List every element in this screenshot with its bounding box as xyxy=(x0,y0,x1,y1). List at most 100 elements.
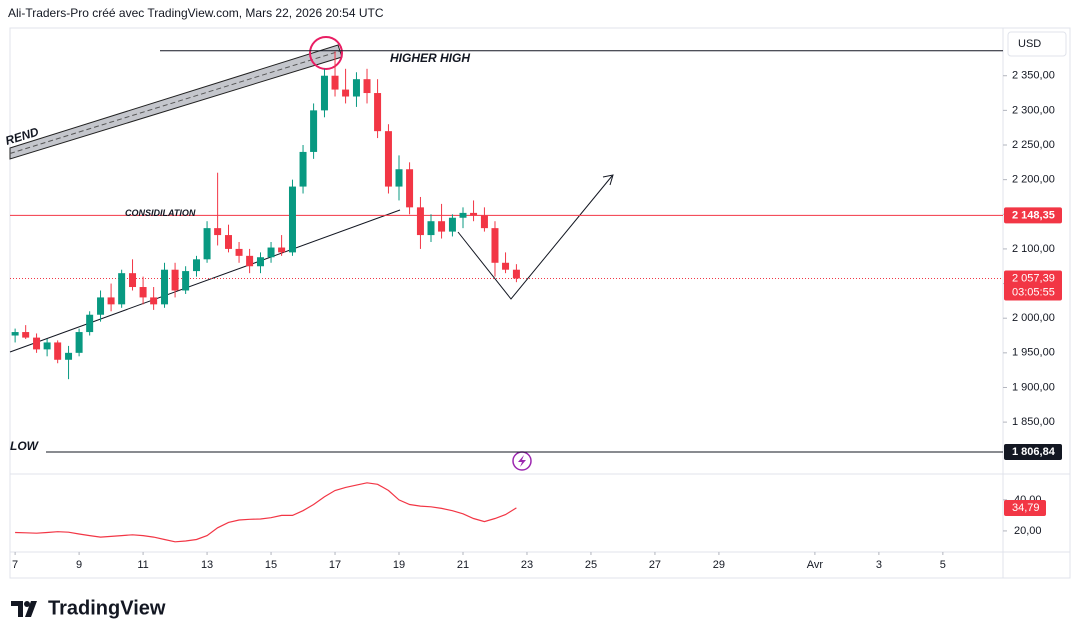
candle-body xyxy=(97,297,105,315)
candle-body xyxy=(406,169,414,208)
trend-line xyxy=(9,209,401,353)
y-tick-label: 1 900,00 xyxy=(1012,381,1055,393)
candle-body xyxy=(395,169,403,187)
candle-body xyxy=(448,217,456,232)
x-tick-label: 13 xyxy=(201,559,213,571)
y-tick-label: 2 000,00 xyxy=(1012,312,1055,324)
y-tick-label: 2 200,00 xyxy=(1012,174,1055,186)
candle-body xyxy=(352,79,360,97)
y-tick-label: 2 350,00 xyxy=(1012,70,1055,82)
frame xyxy=(9,27,1071,579)
y-tick-label: 2 300,00 xyxy=(1012,104,1055,116)
candle-body xyxy=(33,337,41,350)
candle-body xyxy=(214,228,222,236)
x-tick-label: 7 xyxy=(12,559,18,571)
x-tick-label: 21 xyxy=(457,559,469,571)
x-tick-label: 15 xyxy=(265,559,277,571)
candle-body xyxy=(54,342,62,360)
level-label: CONSIDILATION xyxy=(125,208,196,218)
candle-body xyxy=(256,257,264,267)
x-tick-label: 29 xyxy=(713,559,725,571)
level-label: HIGHER HIGH xyxy=(390,51,470,65)
arrow-head xyxy=(602,174,614,186)
candle-body xyxy=(278,247,286,253)
candle-body xyxy=(182,271,190,291)
candle-body xyxy=(11,332,19,336)
candle-body xyxy=(86,314,94,333)
x-tick-label: 25 xyxy=(585,559,597,571)
y-tick-label: 1 850,00 xyxy=(1012,416,1055,428)
candle-body xyxy=(246,255,254,267)
projection-arrow xyxy=(457,175,613,300)
candle-body xyxy=(203,228,211,260)
candle-body xyxy=(331,75,339,90)
candle-body xyxy=(22,332,30,338)
candle-body xyxy=(470,212,478,216)
candle-body xyxy=(384,131,392,187)
candle-body xyxy=(171,269,179,291)
x-tick-label: 23 xyxy=(521,559,533,571)
x-tick-label: 9 xyxy=(76,559,82,571)
indicator-tick-label: 20,00 xyxy=(1014,525,1042,537)
candle-body xyxy=(129,273,137,288)
candle-body xyxy=(267,247,275,258)
candle-body xyxy=(193,259,201,272)
level-price-box xyxy=(1004,444,1062,461)
candle-body xyxy=(310,110,318,152)
candle-body xyxy=(150,297,158,305)
y-tick-label: 1 950,00 xyxy=(1012,347,1055,359)
candle-body xyxy=(43,342,51,350)
candle-body xyxy=(65,352,73,360)
x-tick-label: 27 xyxy=(649,559,661,571)
level-label: LOW xyxy=(10,439,40,453)
candle-body xyxy=(342,89,350,97)
level-price-label: 2 148,35 xyxy=(1012,209,1055,221)
candle-body xyxy=(235,248,243,256)
candle-body xyxy=(161,269,169,305)
currency: USD xyxy=(1018,38,1041,50)
header: Ali-Traders-Pro créé avec TradingView.co… xyxy=(8,6,384,20)
candle-body xyxy=(75,332,83,353)
level-price-label: 1 806,84 xyxy=(1012,446,1056,458)
candle-body xyxy=(512,269,520,279)
x-tick-label: 17 xyxy=(329,559,341,571)
candle-body xyxy=(491,228,499,263)
logo-text: TradingView xyxy=(48,597,166,619)
currency-box[interactable] xyxy=(1007,31,1067,57)
candle-body xyxy=(118,273,126,305)
logo: TradingView xyxy=(11,597,166,619)
candle-body xyxy=(502,262,510,270)
candle-body xyxy=(427,221,435,236)
highlight-circle xyxy=(309,36,343,70)
indicator-line xyxy=(15,482,517,543)
indicator-box xyxy=(1004,499,1046,516)
price-box xyxy=(1004,270,1062,301)
candle-body xyxy=(438,221,446,232)
x-tick-label: 5 xyxy=(940,559,946,571)
x-tick-label: 3 xyxy=(876,559,882,571)
candle-body xyxy=(480,215,488,229)
indicator-value-label: 34,79 xyxy=(1012,502,1040,514)
candle-body xyxy=(320,75,328,111)
price-label: 2 057,39 xyxy=(1012,272,1055,284)
candle-body xyxy=(459,212,467,218)
x-tick-label: 19 xyxy=(393,559,405,571)
trend-channel xyxy=(9,44,343,160)
y-tick-label: 2 100,00 xyxy=(1012,243,1055,255)
candle-body xyxy=(107,297,115,305)
y-tick-label: 2 250,00 xyxy=(1012,139,1055,151)
x-tick-label: 11 xyxy=(137,559,148,571)
candle-body xyxy=(224,235,232,249)
candle-body xyxy=(288,186,296,253)
event-bolt xyxy=(518,455,526,467)
logo-dot xyxy=(24,601,30,607)
candle-body xyxy=(299,151,307,187)
candle-body xyxy=(363,79,371,94)
countdown: 03:05:55 xyxy=(1012,286,1055,298)
level-price-box xyxy=(1004,207,1062,224)
candle-body xyxy=(139,287,147,298)
logo-mark xyxy=(11,601,37,617)
candle-body xyxy=(416,207,424,236)
x-tick-label: Avr xyxy=(807,559,824,571)
